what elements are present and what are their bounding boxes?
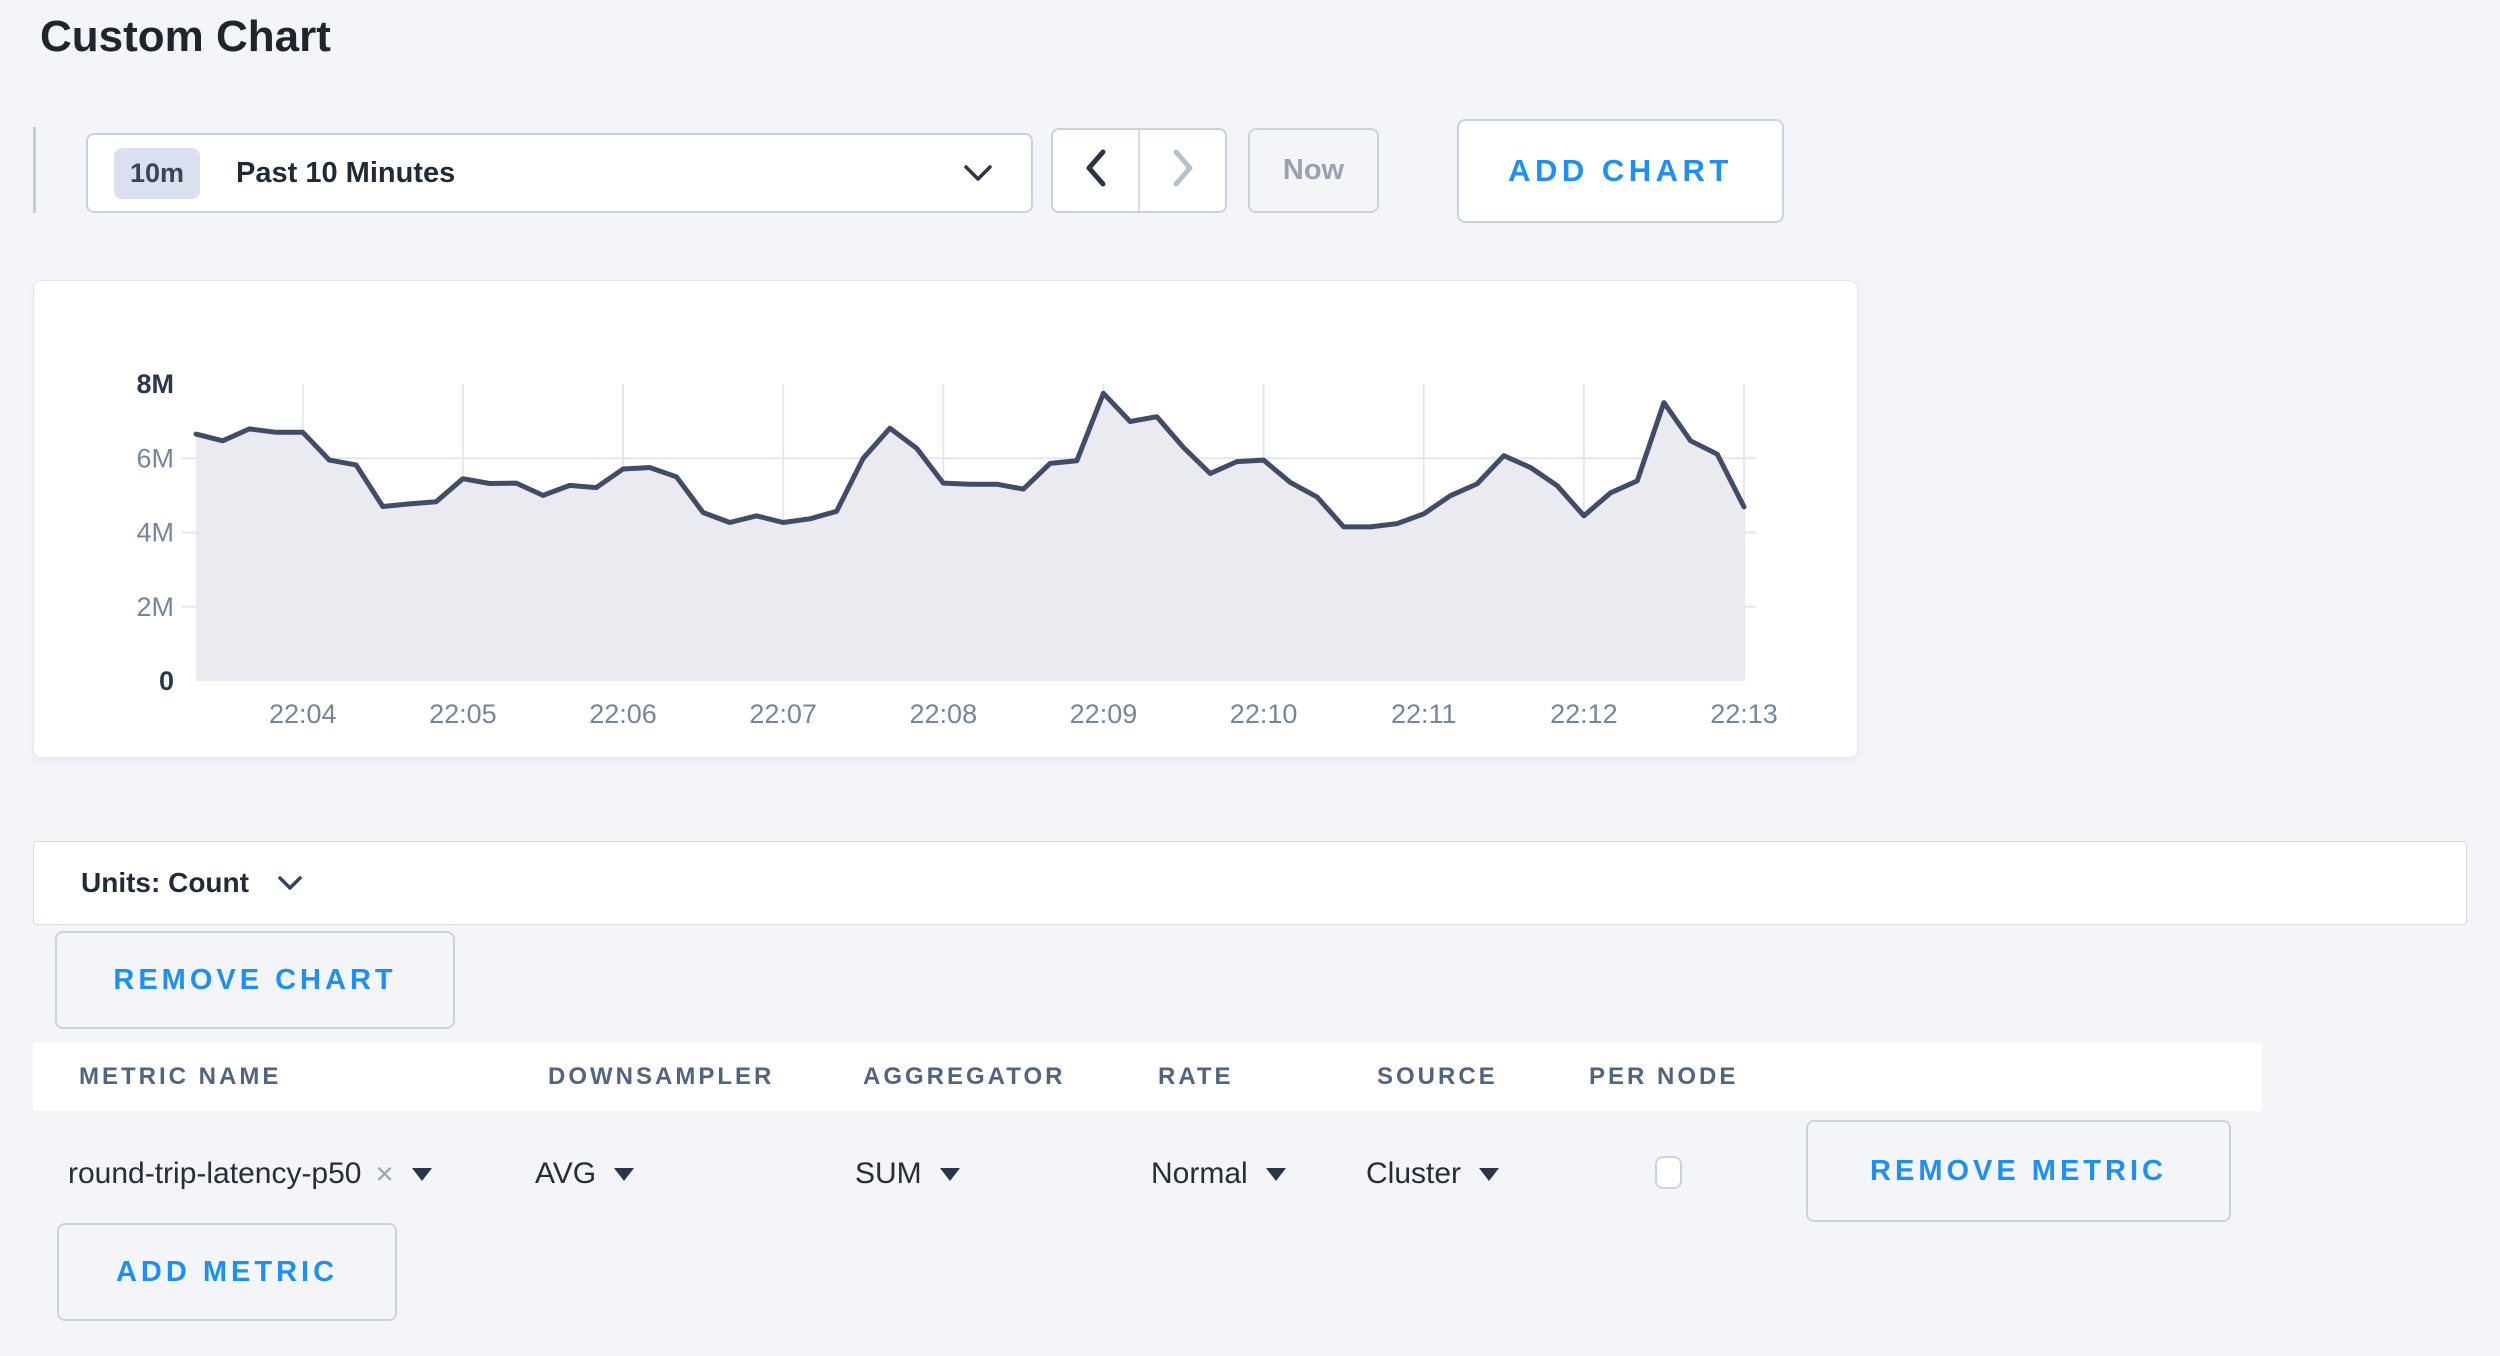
time-range-label: Past 10 Minutes [236,156,456,189]
chart-area [196,393,1744,681]
caret-down-icon [614,1167,635,1181]
metric-name-value: round-trip-latency-p50 [68,1157,362,1190]
aggregator-value: SUM [855,1157,922,1190]
x-tick-label: 22:12 [1550,699,1618,729]
column-header-rate: RATE [1158,1063,1234,1090]
latency-area-chart: 22:04 22:05 22:06 22:07 22:08 22:09 22:10 22:11… [136,369,1778,729]
column-header-downsampler: DOWNSAMPLER [548,1063,775,1090]
chevron-right-icon [1170,147,1196,194]
remove-metric-button[interactable]: REMOVE METRIC [1806,1120,2231,1222]
chevron-down-icon [277,875,303,891]
per-node-checkbox[interactable] [1655,1156,1682,1189]
downsampler-value: AVG [535,1157,597,1190]
column-header-per-node: PER NODE [1589,1063,1739,1090]
chevron-down-icon [963,164,993,182]
x-tick-label: 22:04 [269,699,337,729]
column-header-metric-name: METRIC NAME [79,1063,282,1090]
chart-card: 22:04 22:05 22:06 22:07 22:08 22:09 22:10 22:11… [33,280,1858,758]
caret-down-icon [939,1167,960,1181]
rate-dropdown[interactable]: Normal [1151,1146,1286,1202]
toolbar-divider [33,127,36,213]
caret-down-icon [1265,1167,1286,1181]
chevron-left-icon [1083,147,1109,194]
page-title: Custom Chart [40,12,331,61]
x-tick-label: 22:07 [749,699,817,729]
y-tick-label: 2M [136,592,174,622]
aggregator-dropdown[interactable]: SUM [855,1146,960,1202]
chart-line [193,390,1747,530]
caret-down-icon [411,1167,432,1181]
x-tick-label: 22:08 [910,699,978,729]
x-tick-label: 22:05 [429,699,497,729]
column-header-aggregator: AGGREGATOR [863,1063,1066,1090]
next-time-button[interactable] [1140,130,1225,211]
rate-value: Normal [1151,1157,1248,1190]
y-tick-label: 4M [136,518,174,548]
metrics-table-header: METRIC NAME DOWNSAMPLER AGGREGATOR RATE … [33,1043,2262,1111]
remove-chart-button[interactable]: REMOVE CHART [55,931,455,1029]
units-dropdown[interactable]: Units: Count [33,841,2467,925]
prev-time-button[interactable] [1053,130,1140,211]
source-value: Cluster [1366,1157,1462,1190]
x-tick-label: 22:09 [1070,699,1138,729]
column-header-source: SOURCE [1377,1063,1498,1090]
x-tick-label: 22:13 [1710,699,1778,729]
y-tick-label: 8M [136,369,174,399]
now-button[interactable]: Now [1248,128,1379,213]
add-chart-button[interactable]: ADD CHART [1457,119,1784,223]
add-metric-button[interactable]: ADD METRIC [57,1223,397,1321]
downsampler-dropdown[interactable]: AVG [535,1146,635,1202]
clear-metric-icon[interactable]: × [375,1156,394,1191]
y-tick-label: 0 [159,666,174,696]
time-nav-group [1051,128,1227,213]
caret-down-icon [1479,1167,1500,1181]
x-tick-label: 22:06 [589,699,657,729]
x-tick-label: 22:10 [1230,699,1298,729]
metric-name-dropdown[interactable]: round-trip-latency-p50 × [68,1146,432,1202]
y-tick-label: 6M [136,443,174,473]
units-label: Units: Count [81,867,249,898]
source-dropdown[interactable]: Cluster [1366,1146,1500,1202]
time-range-dropdown[interactable]: 10m Past 10 Minutes [86,133,1033,213]
x-tick-label: 22:11 [1391,699,1457,729]
time-range-badge: 10m [114,147,201,199]
